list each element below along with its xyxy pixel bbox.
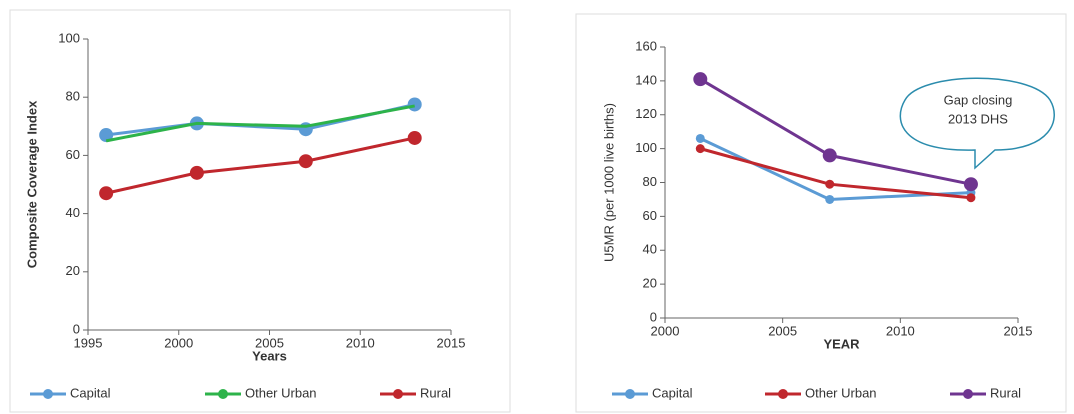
y-tick-label: 60 <box>66 147 80 162</box>
annotation: 2013 DHS <box>948 111 1008 126</box>
series-line <box>105 104 415 143</box>
x-tick-label: 2015 <box>1004 323 1033 338</box>
point <box>298 154 313 169</box>
callout-bubble <box>899 77 1055 170</box>
legend-swatch <box>625 389 635 399</box>
y-tick-label: 100 <box>635 140 657 155</box>
y-tick-label: 0 <box>73 321 80 336</box>
panel-frame <box>9 9 511 413</box>
legend-label: Capital <box>70 385 111 400</box>
x-tick-label: 2010 <box>886 323 915 338</box>
point <box>99 128 114 143</box>
point <box>825 179 835 189</box>
legend-swatch <box>218 389 228 399</box>
point <box>693 72 708 87</box>
point <box>963 177 978 192</box>
series-line <box>105 136 416 195</box>
y-axis-title: U5MR (per 1000 live births) <box>601 103 616 262</box>
y-tick-label: 140 <box>635 72 657 87</box>
y-tick-label: 80 <box>643 174 657 189</box>
x-tick-label: 2005 <box>255 335 284 350</box>
x-tick-label: 1995 <box>74 335 103 350</box>
x-tick-label: 2015 <box>437 335 466 350</box>
legend-swatch <box>43 389 53 399</box>
panel-frame <box>575 13 1067 413</box>
y-tick-label: 20 <box>66 263 80 278</box>
annotation: Gap closing <box>944 92 1013 107</box>
x-tick-label: 2000 <box>164 335 193 350</box>
legend-swatch <box>963 389 973 399</box>
legend-label: Rural <box>990 385 1021 400</box>
legend-label: Other Urban <box>245 385 317 400</box>
point <box>822 148 837 163</box>
point <box>407 97 422 112</box>
legend-label: Rural <box>420 385 451 400</box>
y-tick-label: 120 <box>635 106 657 121</box>
y-tick-label: 60 <box>643 208 657 223</box>
y-tick-label: 0 <box>650 309 657 324</box>
legend-swatch <box>778 389 788 399</box>
y-tick-label: 160 <box>635 38 657 53</box>
y-tick-label: 40 <box>643 242 657 257</box>
y-tick-label: 20 <box>643 276 657 291</box>
point <box>189 165 204 180</box>
legend-swatch <box>393 389 403 399</box>
x-tick-label: 2000 <box>651 323 680 338</box>
x-axis-title: Years <box>252 348 287 363</box>
point <box>825 194 835 204</box>
legend-label: Capital <box>652 385 693 400</box>
point <box>407 130 422 145</box>
y-tick-label: 100 <box>58 30 80 45</box>
y-tick-label: 80 <box>66 89 80 104</box>
x-axis-title: YEAR <box>823 336 860 351</box>
point <box>695 144 705 154</box>
x-tick-label: 2005 <box>768 323 797 338</box>
point <box>966 193 976 203</box>
point <box>99 186 114 201</box>
y-tick-label: 40 <box>66 205 80 220</box>
y-axis-title: Composite Coverage Index <box>24 100 39 268</box>
point <box>695 133 705 143</box>
legend-label: Other Urban <box>805 385 877 400</box>
x-tick-label: 2010 <box>346 335 375 350</box>
series-line <box>699 137 972 201</box>
